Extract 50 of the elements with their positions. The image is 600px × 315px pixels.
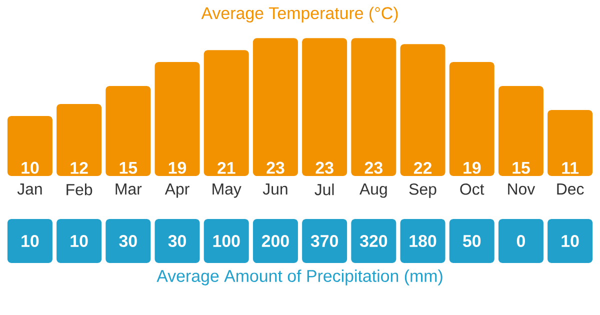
bar bbox=[548, 110, 593, 176]
data-label: 10 bbox=[22, 235, 39, 247]
data-label: 11 bbox=[562, 162, 579, 174]
bar bbox=[302, 38, 348, 176]
bar bbox=[204, 50, 249, 176]
data-label: 23 bbox=[316, 162, 334, 174]
data-label: 370 bbox=[310, 234, 338, 248]
data-label: 30 bbox=[168, 234, 186, 248]
text: Average Amount of Precipitation (mm) bbox=[156, 270, 442, 286]
data-label: 15 bbox=[512, 162, 530, 174]
data-label: 19 bbox=[464, 162, 481, 174]
data-label: 22 bbox=[414, 162, 432, 174]
x-tick-label: Jun bbox=[262, 184, 288, 195]
data-label: 15 bbox=[120, 162, 138, 174]
x-tick-label: May bbox=[212, 184, 242, 198]
x-tick-label: Nov bbox=[508, 184, 536, 195]
bar bbox=[449, 62, 494, 176]
x-tick-label: Jul bbox=[314, 184, 334, 196]
x-tick-label: Aug bbox=[360, 184, 387, 198]
bar bbox=[56, 104, 102, 176]
bar bbox=[252, 38, 298, 176]
x-tick-label: Feb bbox=[66, 184, 92, 196]
data-label: 10 bbox=[22, 162, 39, 174]
data-label: 200 bbox=[262, 235, 289, 247]
data-label: 10 bbox=[562, 235, 579, 247]
data-label: 10 bbox=[70, 235, 88, 247]
x-tick-label: Mar bbox=[116, 184, 142, 195]
data-label: 12 bbox=[70, 162, 88, 174]
bar bbox=[106, 86, 151, 176]
data-label: 23 bbox=[266, 162, 284, 174]
data-label: 19 bbox=[168, 162, 186, 174]
bar bbox=[351, 38, 396, 176]
bar bbox=[154, 62, 200, 176]
data-label: 0 bbox=[516, 235, 525, 247]
x-tick-label: Oct bbox=[460, 184, 484, 195]
bar bbox=[7, 116, 52, 176]
bar bbox=[400, 44, 446, 176]
bar bbox=[498, 86, 544, 176]
x-tick-label: Apr bbox=[164, 184, 190, 198]
x-tick-label: Jan bbox=[17, 184, 42, 195]
data-label: 100 bbox=[213, 235, 240, 247]
data-label: 320 bbox=[360, 234, 388, 248]
data-label: 23 bbox=[364, 162, 382, 174]
data-label: 30 bbox=[119, 234, 137, 248]
data-label: 180 bbox=[410, 235, 436, 247]
data-label: 21 bbox=[218, 162, 236, 174]
data-label: 50 bbox=[462, 235, 481, 247]
x-tick-label: Sep bbox=[409, 184, 436, 198]
chart-title: Average Temperature (°C) bbox=[201, 6, 398, 22]
x-tick-label: Dec bbox=[557, 184, 584, 195]
